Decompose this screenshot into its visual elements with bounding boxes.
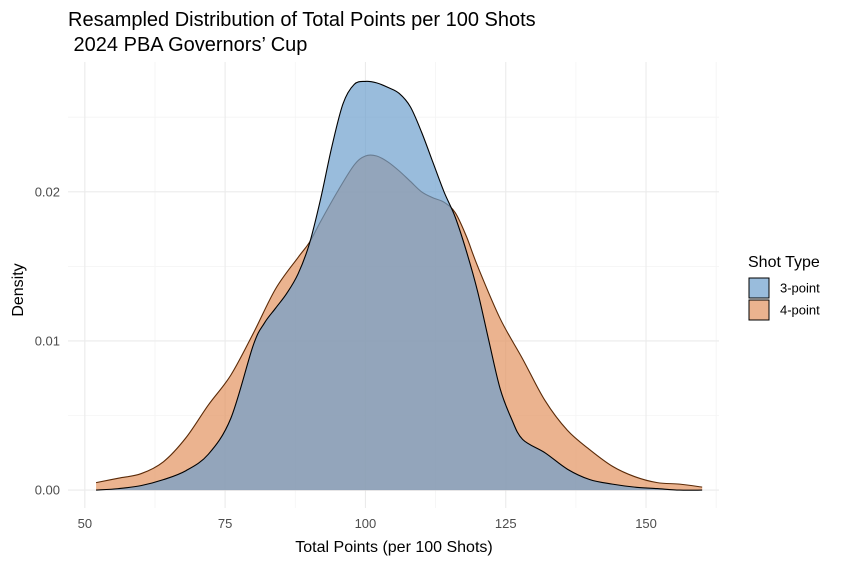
legend: Shot Type 3-point 4-point — [748, 254, 820, 321]
x-tick-label: 75 — [218, 516, 232, 531]
legend-label-4-point: 4-point — [780, 303, 820, 318]
x-tick-label: 125 — [495, 516, 517, 531]
x-tick-label: 100 — [355, 516, 377, 531]
chart-title-line-2: 2024 PBA Governors’ Cup — [68, 34, 307, 56]
x-tick-label: 150 — [635, 516, 657, 531]
density-line-3-point — [96, 80, 703, 491]
density-areas — [95, 80, 703, 491]
chart-title-line-1: Resampled Distribution of Total Points p… — [68, 9, 536, 31]
density-area-3-point — [96, 81, 703, 491]
y-tick-label: 0.00 — [35, 483, 60, 498]
x-tick-label: 50 — [78, 516, 92, 531]
x-axis-title: Total Points (per 100 Shots) — [295, 539, 492, 556]
legend-label-3-point: 3-point — [780, 281, 820, 296]
legend-key-3-point — [748, 277, 770, 299]
y-tick-label: 0.01 — [35, 333, 60, 348]
legend-title: Shot Type — [748, 254, 820, 271]
y-axis-title: Density — [10, 263, 27, 316]
x-axis-ticks: 50 75 100 125 150 — [78, 516, 657, 531]
legend-key-4-point — [748, 299, 770, 321]
y-axis-ticks: 0.00 0.01 0.02 — [35, 184, 60, 497]
y-tick-label: 0.02 — [35, 184, 60, 199]
